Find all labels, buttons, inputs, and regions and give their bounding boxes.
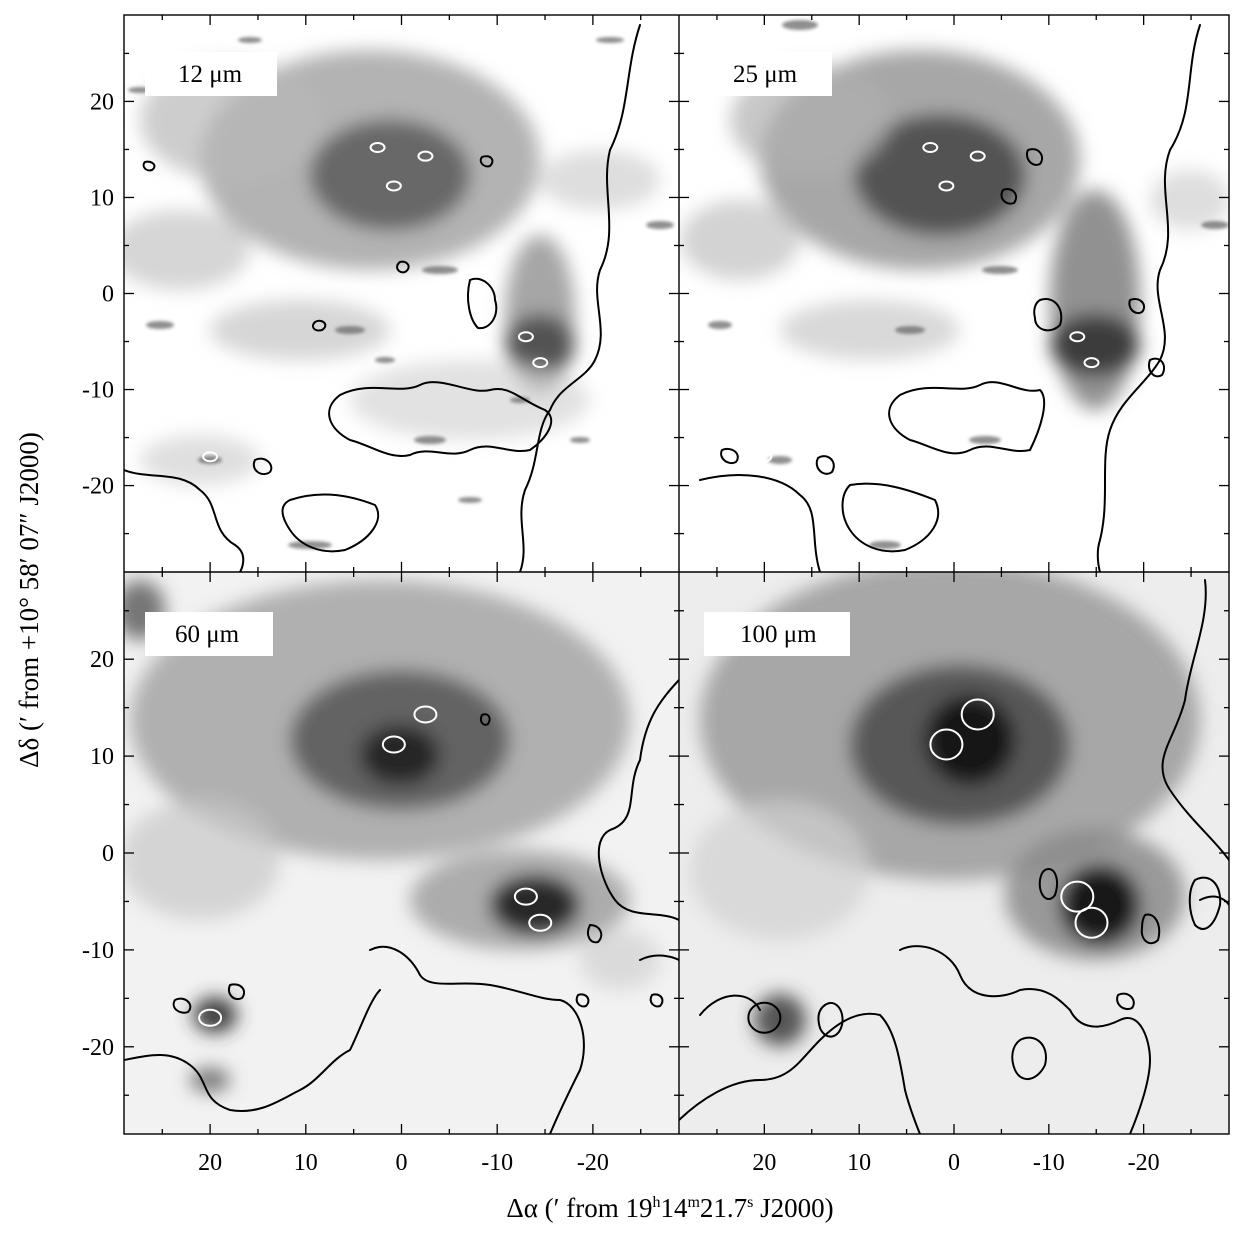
axis-ticks bbox=[124, 15, 1229, 1134]
contours-100um bbox=[679, 579, 1229, 1134]
source-marker bbox=[202, 451, 219, 463]
y-tick-label: -20 bbox=[82, 1035, 114, 1061]
source-marker bbox=[517, 331, 534, 343]
x-tick-label: 20 bbox=[198, 1150, 222, 1176]
source-markers-60um bbox=[198, 705, 553, 1027]
y-tick-label: 20 bbox=[90, 89, 114, 115]
y-tick-label: 0 bbox=[102, 841, 114, 867]
source-marker bbox=[960, 698, 995, 731]
source-marker bbox=[381, 735, 406, 754]
panel-label-60um: 60 μm bbox=[175, 621, 240, 648]
source-marker bbox=[1069, 331, 1086, 343]
source-markers-12um bbox=[202, 142, 549, 463]
x-tick-labels: 20 10 0 -10 -20 20 10 0 -10 -20 bbox=[198, 1150, 1160, 1176]
source-markers-25um bbox=[756, 142, 1100, 463]
source-marker bbox=[1074, 906, 1109, 939]
panel-100um: 100 μm bbox=[679, 572, 1229, 1134]
intensity-map-12um bbox=[124, 50, 660, 485]
panel-label-100um: 100 μm bbox=[740, 621, 817, 648]
source-marker bbox=[198, 1008, 223, 1027]
y-tick-label: 10 bbox=[90, 744, 114, 770]
x-tick-label: 0 bbox=[396, 1150, 408, 1176]
contours-25um bbox=[699, 24, 1201, 572]
y-tick-label: -10 bbox=[82, 378, 114, 404]
x-tick-label: 10 bbox=[294, 1150, 318, 1176]
source-marker bbox=[369, 142, 386, 154]
panel-frames bbox=[123, 14, 1230, 1135]
source-marker bbox=[747, 1001, 782, 1034]
source-marker bbox=[756, 451, 773, 463]
y-tick-label: 0 bbox=[102, 282, 114, 308]
panel-label-25um: 25 μm bbox=[733, 61, 798, 88]
source-marker bbox=[385, 180, 402, 192]
x-axis-title: Δα (′ from 19h14m21.7s J2000) bbox=[506, 1193, 833, 1223]
source-marker bbox=[969, 150, 986, 162]
x-tick-label: 0 bbox=[948, 1150, 960, 1176]
source-marker bbox=[417, 150, 434, 162]
x-tick-label: -10 bbox=[1033, 1150, 1065, 1176]
intensity-map-25um bbox=[680, 50, 1229, 410]
panel-60um: 60 μm bbox=[124, 572, 679, 1134]
source-marker bbox=[1060, 880, 1095, 913]
source-marker bbox=[532, 357, 549, 369]
source-marker bbox=[513, 887, 538, 906]
x-tick-label: 20 bbox=[752, 1150, 776, 1176]
y-tick-label: -20 bbox=[82, 474, 114, 500]
panel-25um: 25 μm bbox=[679, 15, 1229, 572]
source-marker bbox=[922, 142, 939, 154]
source-markers-100um bbox=[747, 698, 1109, 1034]
y-tick-labels: 20 10 0 -10 -20 20 10 0 -10 -20 bbox=[82, 89, 114, 1060]
x-tick-label: 10 bbox=[847, 1150, 871, 1176]
panel-12um: 12 μm bbox=[124, 15, 679, 572]
y-tick-label: 10 bbox=[90, 185, 114, 211]
panel-label-12um: 12 μm bbox=[178, 61, 243, 88]
x-tick-label: -10 bbox=[481, 1150, 513, 1176]
streak-noise-25um bbox=[708, 20, 1229, 549]
contours-60um bbox=[124, 679, 679, 1134]
source-marker bbox=[528, 913, 553, 932]
y-tick-label: 20 bbox=[90, 647, 114, 673]
x-tick-label: -20 bbox=[577, 1150, 609, 1176]
source-marker bbox=[938, 180, 955, 192]
source-marker bbox=[929, 728, 964, 761]
source-marker bbox=[1083, 357, 1100, 369]
contours-12um bbox=[124, 24, 641, 572]
x-tick-label: -20 bbox=[1128, 1150, 1160, 1176]
y-axis-title: Δδ (′ from +10° 58′ 07″ J2000) bbox=[14, 432, 44, 768]
source-marker bbox=[413, 705, 438, 724]
y-tick-label: -10 bbox=[82, 938, 114, 964]
